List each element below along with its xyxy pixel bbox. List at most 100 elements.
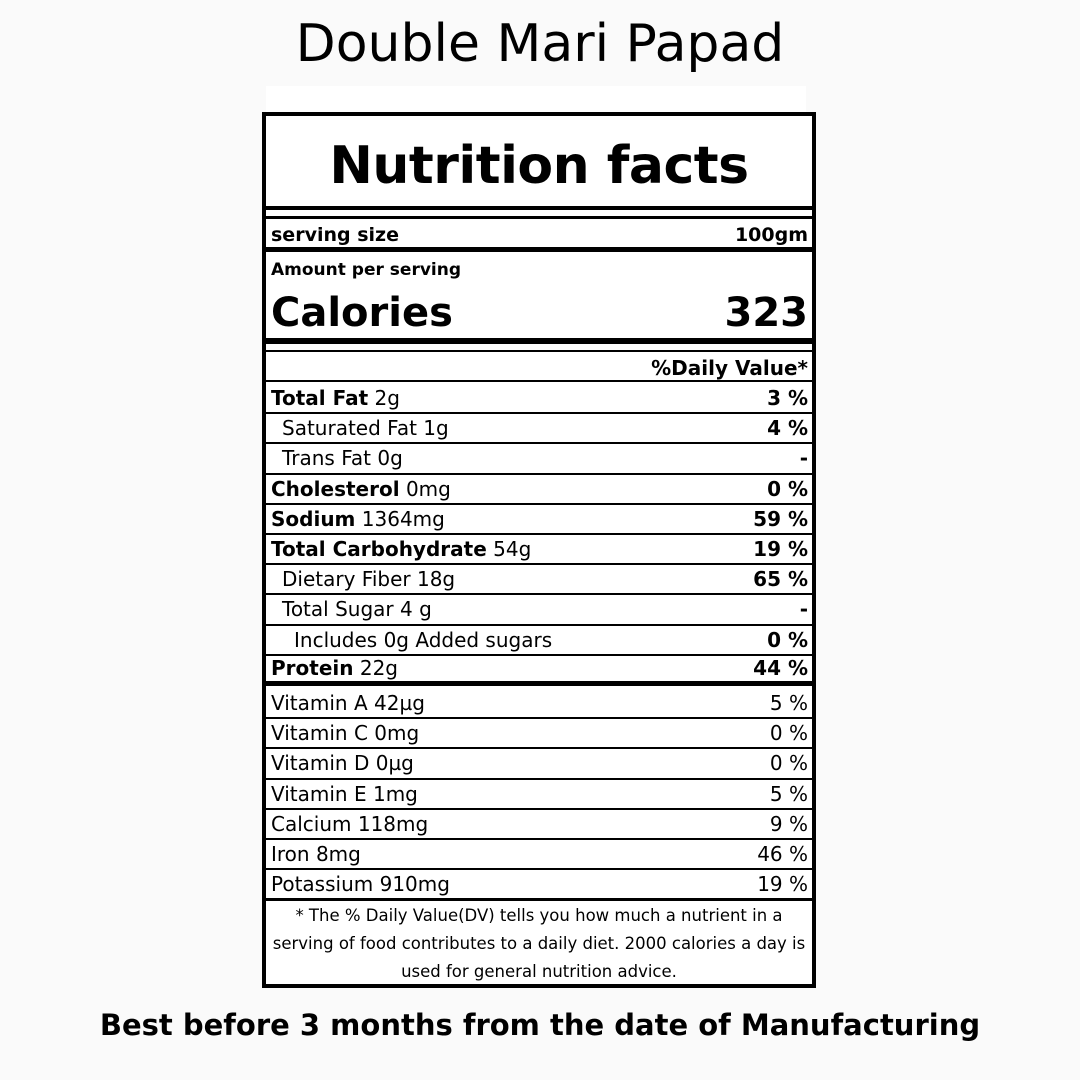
- micronutrient-label: Vitamin E: [271, 781, 367, 806]
- nutrient-label: Total Fat: [271, 386, 369, 411]
- daily-value-header: %Daily Value*: [266, 350, 812, 382]
- nutrient-amount: 0mg: [405, 476, 451, 501]
- micronutrient-name: Vitamin C 0mg: [271, 721, 419, 745]
- serving-size-row: serving size 100gm: [266, 216, 812, 252]
- nutrient-amount: 22g: [359, 656, 398, 681]
- micronutrient-label: Vitamin D: [271, 751, 370, 776]
- micronutrient-daily-value: 0 %: [769, 721, 808, 746]
- label-backdrop: [266, 86, 806, 116]
- nutrient-name: Saturated Fat 1g: [282, 416, 449, 440]
- nutrient-daily-value: 0 %: [767, 627, 808, 652]
- label-title: Nutrition facts: [266, 116, 812, 210]
- nutrient-row: Total Carbohydrate 54g 19 %: [266, 535, 812, 566]
- nutrient-row: Includes 0g Added sugars 0 %: [266, 626, 812, 656]
- micronutrient-daily-value: 5 %: [769, 691, 808, 716]
- nutrient-row: Dietary Fiber 18g 65 %: [266, 565, 812, 596]
- micronutrient-name: Vitamin E 1mg: [271, 782, 418, 806]
- calories-value: 323: [724, 290, 809, 336]
- micronutrient-daily-value: 46 %: [757, 842, 808, 867]
- micronutrient-row: Vitamin D 0µg 0 %: [266, 749, 812, 780]
- nutrient-daily-value: -: [799, 446, 808, 471]
- serving-size-label: serving size: [271, 224, 399, 246]
- nutrient-name: Total Carbohydrate 54g: [271, 537, 531, 561]
- nutrient-label: Total Carbohydrate: [271, 537, 487, 562]
- calories-row: Calories 323: [266, 282, 812, 344]
- nutrient-row: Cholesterol 0mg 0 %: [266, 475, 812, 505]
- micronutrient-row: Potassium 910mg 19 %: [266, 870, 812, 901]
- nutrient-amount: 18g: [416, 567, 456, 592]
- nutrient-name: Dietary Fiber 18g: [282, 567, 455, 591]
- nutrient-label: Trans Fat: [282, 446, 371, 471]
- micronutrient-label: Iron: [271, 842, 310, 867]
- micronutrient-row: Vitamin E 1mg 5 %: [266, 780, 812, 810]
- nutrient-daily-value: 3 %: [767, 386, 808, 411]
- nutrition-facts-label: Nutrition facts serving size 100gm Amoun…: [262, 112, 816, 988]
- nutrient-daily-value: 59 %: [753, 506, 808, 531]
- micronutrient-amount: 42µg: [374, 691, 425, 716]
- nutrient-daily-value: 19 %: [753, 537, 808, 562]
- micronutrient-label: Vitamin A: [271, 691, 368, 716]
- micronutrient-amount: 1mg: [372, 781, 418, 806]
- nutrient-amount: 1g: [423, 416, 449, 441]
- nutrient-amount: 4 g: [399, 597, 432, 622]
- best-before-note: Best before 3 months from the date of Ma…: [99, 1008, 981, 1042]
- micronutrient-name: Iron 8mg: [271, 842, 361, 866]
- nutrient-label: Saturated Fat: [282, 416, 417, 441]
- nutrient-row: Protein 22g 44 %: [266, 656, 812, 686]
- micronutrient-daily-value: 0 %: [769, 751, 808, 776]
- nutrient-amount: 2g: [374, 386, 400, 411]
- nutrient-label: Dietary Fiber: [282, 567, 411, 592]
- micronutrient-amount: 0mg: [374, 721, 420, 746]
- nutrient-amount: 0g: [377, 446, 403, 471]
- nutrient-daily-value: 0 %: [767, 476, 808, 501]
- nutrient-name: Cholesterol 0mg: [271, 477, 451, 501]
- micronutrient-label: Vitamin C: [271, 721, 368, 746]
- nutrient-amount: 1364mg: [361, 506, 445, 531]
- micronutrient-name: Vitamin D 0µg: [271, 751, 414, 775]
- nutrient-label: Cholesterol: [271, 476, 400, 501]
- daily-value-header-text: %Daily Value*: [651, 356, 808, 380]
- micronutrient-name: Vitamin A 42µg: [271, 691, 425, 715]
- nutrient-row: Total Fat 2g 3 %: [266, 384, 812, 415]
- nutrient-row: Trans Fat 0g -: [266, 444, 812, 475]
- daily-value-footnote: * The % Daily Value(DV) tells you how mu…: [266, 898, 812, 984]
- nutrient-daily-value: -: [799, 597, 808, 622]
- nutrient-label: Total Sugar: [282, 597, 394, 622]
- nutrient-label: Protein: [271, 656, 354, 681]
- nutrient-daily-value: 65 %: [753, 567, 808, 592]
- micronutrient-amount: 910mg: [379, 872, 450, 897]
- nutrient-label: Sodium: [271, 506, 356, 531]
- nutrient-row: Sodium 1364mg 59 %: [266, 505, 812, 535]
- micronutrient-row: Calcium 118mg 9 %: [266, 810, 812, 840]
- micronutrient-name: Calcium 118mg: [271, 812, 428, 836]
- nutrient-row: Total Sugar 4 g -: [266, 595, 812, 626]
- nutrient-daily-value: 4 %: [767, 416, 808, 441]
- serving-size-value: 100gm: [734, 224, 808, 246]
- nutrient-label: Includes 0g Added sugars: [294, 627, 553, 652]
- micronutrient-amount: 118mg: [357, 811, 429, 836]
- micronutrient-row: Iron 8mg 46 %: [266, 840, 812, 871]
- nutrient-row: Saturated Fat 1g 4 %: [266, 414, 812, 445]
- micronutrient-amount: 8mg: [315, 842, 361, 867]
- micronutrient-name: Potassium 910mg: [271, 872, 450, 896]
- nutrient-daily-value: 44 %: [753, 656, 808, 681]
- micronutrient-row: Vitamin C 0mg 0 %: [266, 719, 812, 750]
- nutrient-name: Trans Fat 0g: [282, 446, 403, 470]
- amount-per-serving-row: Amount per serving: [266, 256, 812, 284]
- micronutrient-label: Calcium: [271, 811, 352, 836]
- nutrient-name: Total Fat 2g: [271, 386, 400, 410]
- nutrient-amount: 54g: [493, 537, 532, 562]
- micronutrient-daily-value: 5 %: [769, 781, 808, 806]
- micronutrient-daily-value: 19 %: [757, 872, 808, 897]
- nutrient-name: Includes 0g Added sugars: [294, 628, 552, 652]
- nutrient-name: Total Sugar 4 g: [282, 597, 432, 621]
- nutrient-name: Sodium 1364mg: [271, 507, 445, 531]
- amount-per-serving-label: Amount per serving: [271, 260, 462, 280]
- calories-label: Calories: [271, 290, 453, 336]
- micronutrient-amount: 0µg: [375, 751, 414, 776]
- micronutrient-row: Vitamin A 42µg 5 %: [266, 689, 812, 720]
- micronutrient-daily-value: 9 %: [769, 811, 808, 836]
- product-title: Double Mari Papad: [295, 14, 785, 74]
- micronutrient-label: Potassium: [271, 872, 374, 897]
- nutrient-name: Protein 22g: [271, 656, 398, 680]
